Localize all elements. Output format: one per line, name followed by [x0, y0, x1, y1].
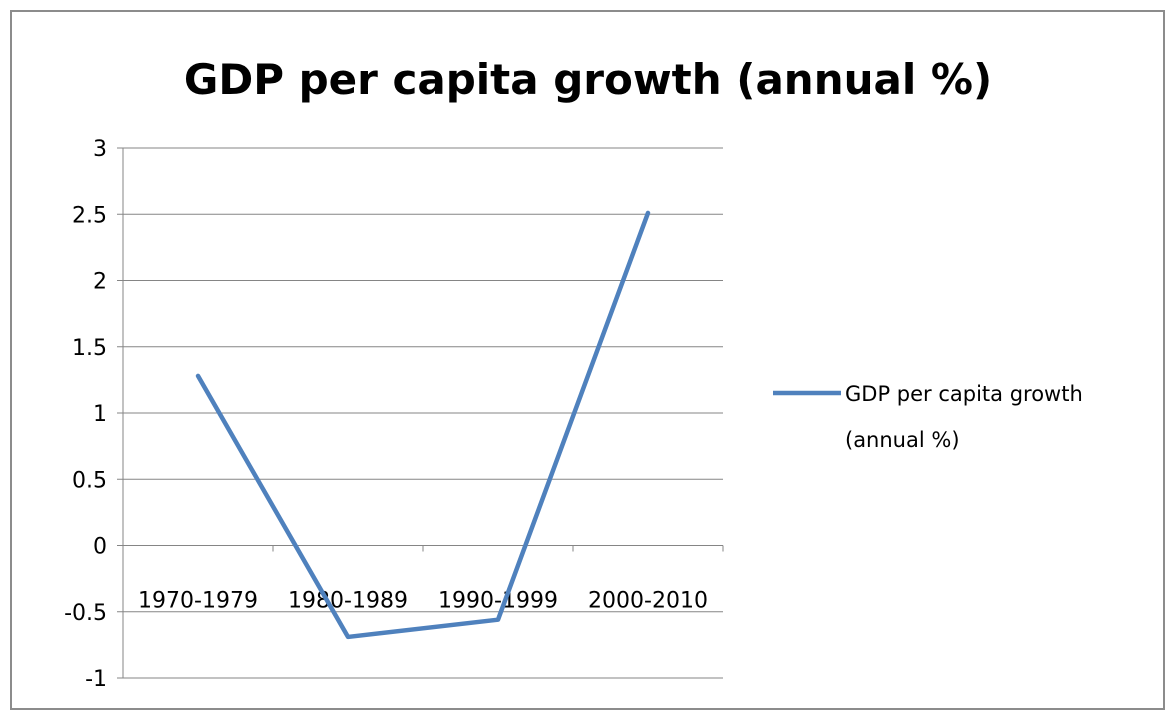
x-tick-label: 1970-1979 — [138, 589, 258, 614]
legend-label: (annual %) — [845, 428, 960, 452]
x-tick-labels: 1970-1979 1980-1989 1990-1999 2000-2010 — [138, 589, 708, 614]
y-tick-label: 1.5 — [72, 336, 107, 361]
y-tick-label: 3 — [93, 137, 107, 162]
series-line — [198, 213, 648, 637]
x-tick-label: 2000-2010 — [588, 589, 708, 614]
y-tick-label: 2.5 — [72, 203, 107, 228]
y-tick-label: 1 — [93, 402, 107, 427]
x-tick-label: 1980-1989 — [288, 589, 408, 614]
y-tick-label: -1 — [85, 667, 107, 692]
y-tick-label: 0.5 — [72, 468, 107, 493]
chart-title: GDP per capita growth (annual %) — [184, 55, 992, 104]
y-tick-label: -0.5 — [64, 601, 107, 626]
y-tick-label: 2 — [93, 270, 107, 295]
y-tick-labels: -1 -0.5 0 0.5 1 1.5 2 2.5 3 — [64, 137, 107, 692]
series-lines — [198, 213, 648, 637]
x-tick-label: 1990-1999 — [438, 589, 558, 614]
y-tick-label: 0 — [93, 535, 107, 560]
legend: GDP per capita growth (annual %) — [773, 382, 1083, 452]
legend-label: GDP per capita growth — [845, 382, 1083, 406]
